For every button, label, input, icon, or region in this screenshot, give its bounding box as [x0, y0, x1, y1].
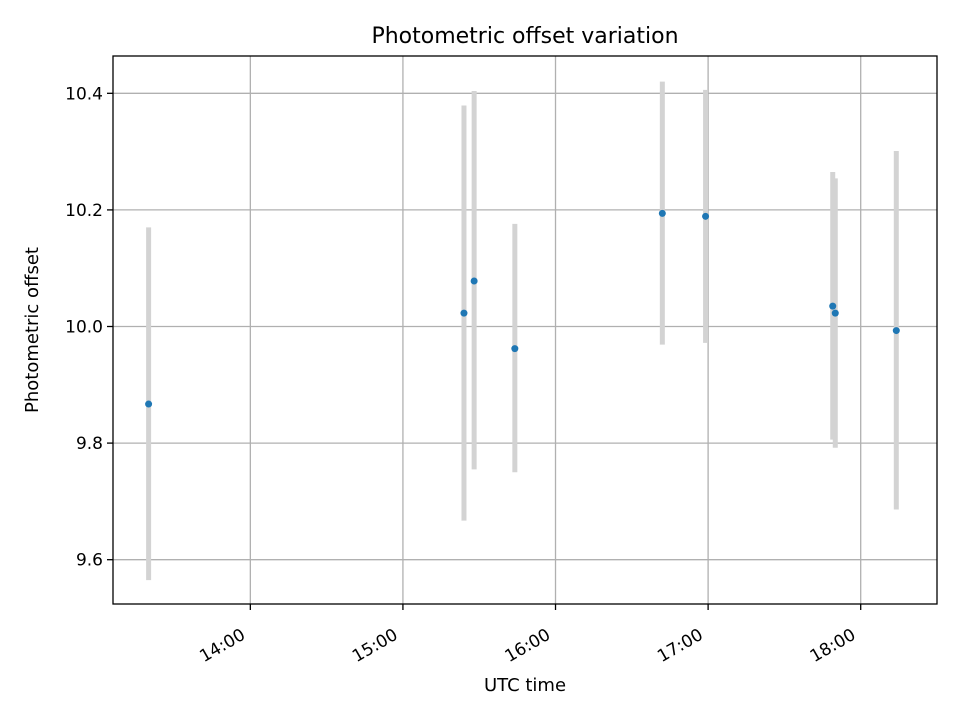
data-point: [460, 309, 468, 317]
plot-frame: [112, 55, 938, 605]
y-axis: 9.6 9.8 10.0 10.2 10.4: [65, 84, 113, 571]
y-tick-label: 10.2: [65, 201, 103, 221]
x-axis-label: UTC time: [484, 675, 566, 696]
data-point: [829, 302, 837, 310]
grid-layer: [113, 56, 937, 604]
y-tick-label: 10.4: [65, 84, 103, 104]
point-layer: [145, 209, 900, 408]
data-point: [702, 212, 710, 220]
data-point: [511, 345, 519, 353]
y-tick-label: 9.6: [76, 551, 103, 571]
data-point: [470, 277, 478, 285]
data-point: [831, 309, 839, 317]
data-point: [658, 209, 666, 217]
y-tick-label: 9.8: [76, 434, 103, 454]
y-axis-label: Photometric offset: [22, 247, 43, 413]
data-point: [892, 327, 900, 335]
y-tick-label: 10.0: [65, 318, 103, 338]
data-point: [145, 400, 153, 408]
chart-title: Photometric offset variation: [371, 24, 678, 49]
